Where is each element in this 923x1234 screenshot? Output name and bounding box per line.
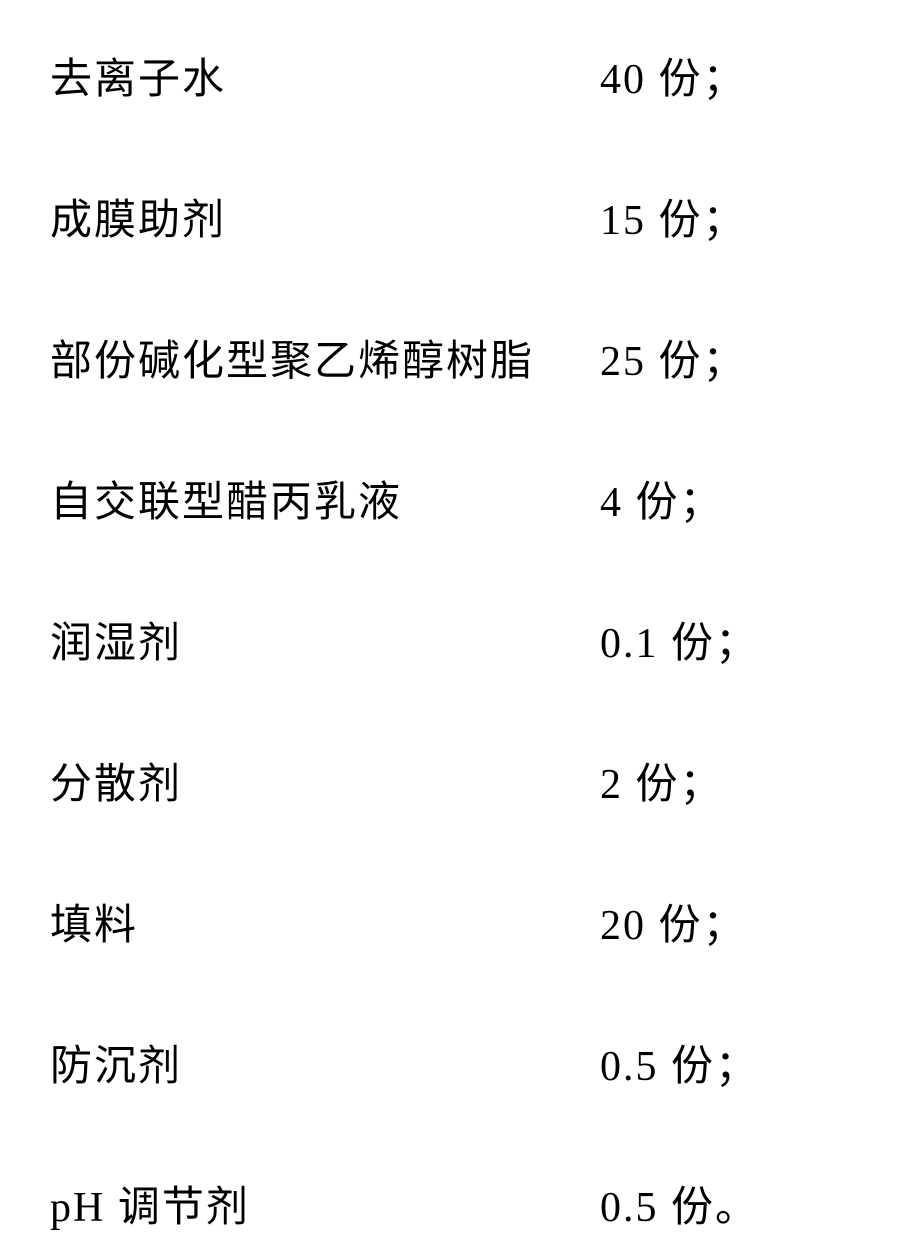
amount-punct: ；: [715, 621, 759, 667]
ingredient-list: 去离子水 40 份； 成膜助剂 15 份； 部份碱化型聚乙烯醇树脂 25 份； …: [50, 30, 873, 1234]
amount-unit: 份: [671, 1185, 715, 1231]
table-row: 分散剂 2 份；: [50, 750, 873, 811]
ingredient-name: pH 调节剂: [50, 1173, 600, 1234]
amount-number: 40: [600, 57, 646, 103]
amount-punct: ；: [680, 762, 724, 808]
ingredient-amount: 40 份；: [600, 45, 747, 106]
amount-punct: ；: [715, 1044, 759, 1090]
amount-punct: 。: [715, 1185, 759, 1231]
ingredient-name: 分散剂: [50, 750, 600, 811]
table-row: 润湿剂 0.1 份；: [50, 609, 873, 670]
amount-unit: 份: [659, 57, 703, 103]
ingredient-name: 填料: [50, 891, 600, 952]
ingredient-name: 自交联型醋丙乳液: [50, 468, 600, 529]
ingredient-amount: 0.5 份。: [600, 1173, 759, 1234]
ingredient-name: 润湿剂: [50, 609, 600, 670]
table-row: 自交联型醋丙乳液 4 份；: [50, 468, 873, 529]
ingredient-amount: 0.1 份；: [600, 609, 759, 670]
ingredient-name: 成膜助剂: [50, 186, 600, 247]
ingredient-amount: 25 份；: [600, 327, 747, 388]
table-row: pH 调节剂 0.5 份。: [50, 1173, 873, 1234]
ingredient-amount: 2 份；: [600, 750, 724, 811]
amount-number: 15: [600, 198, 646, 244]
amount-number: 4: [600, 480, 623, 526]
amount-unit: 份: [671, 1044, 715, 1090]
ingredient-name: 部份碱化型聚乙烯醇树脂: [50, 327, 600, 388]
ingredient-name: 去离子水: [50, 45, 600, 106]
amount-unit: 份: [636, 480, 680, 526]
amount-number: 0.1: [600, 621, 659, 667]
amount-number: 20: [600, 903, 646, 949]
ingredient-amount: 4 份；: [600, 468, 724, 529]
table-row: 成膜助剂 15 份；: [50, 186, 873, 247]
table-row: 防沉剂 0.5 份；: [50, 1032, 873, 1093]
ingredient-name: 防沉剂: [50, 1032, 600, 1093]
amount-punct: ；: [680, 480, 724, 526]
amount-unit: 份: [659, 903, 703, 949]
table-row: 去离子水 40 份；: [50, 45, 873, 106]
amount-number: 0.5: [600, 1044, 659, 1090]
amount-unit: 份: [659, 339, 703, 385]
amount-unit: 份: [636, 762, 680, 808]
amount-number: 0.5: [600, 1185, 659, 1231]
table-row: 部份碱化型聚乙烯醇树脂 25 份；: [50, 327, 873, 388]
amount-punct: ；: [703, 339, 747, 385]
ingredient-amount: 0.5 份；: [600, 1032, 759, 1093]
amount-unit: 份: [659, 198, 703, 244]
amount-punct: ；: [703, 903, 747, 949]
amount-punct: ；: [703, 198, 747, 244]
table-row: 填料 20 份；: [50, 891, 873, 952]
amount-number: 25: [600, 339, 646, 385]
amount-number: 2: [600, 762, 623, 808]
ingredient-amount: 15 份；: [600, 186, 747, 247]
ingredient-amount: 20 份；: [600, 891, 747, 952]
amount-punct: ；: [703, 57, 747, 103]
amount-unit: 份: [671, 621, 715, 667]
